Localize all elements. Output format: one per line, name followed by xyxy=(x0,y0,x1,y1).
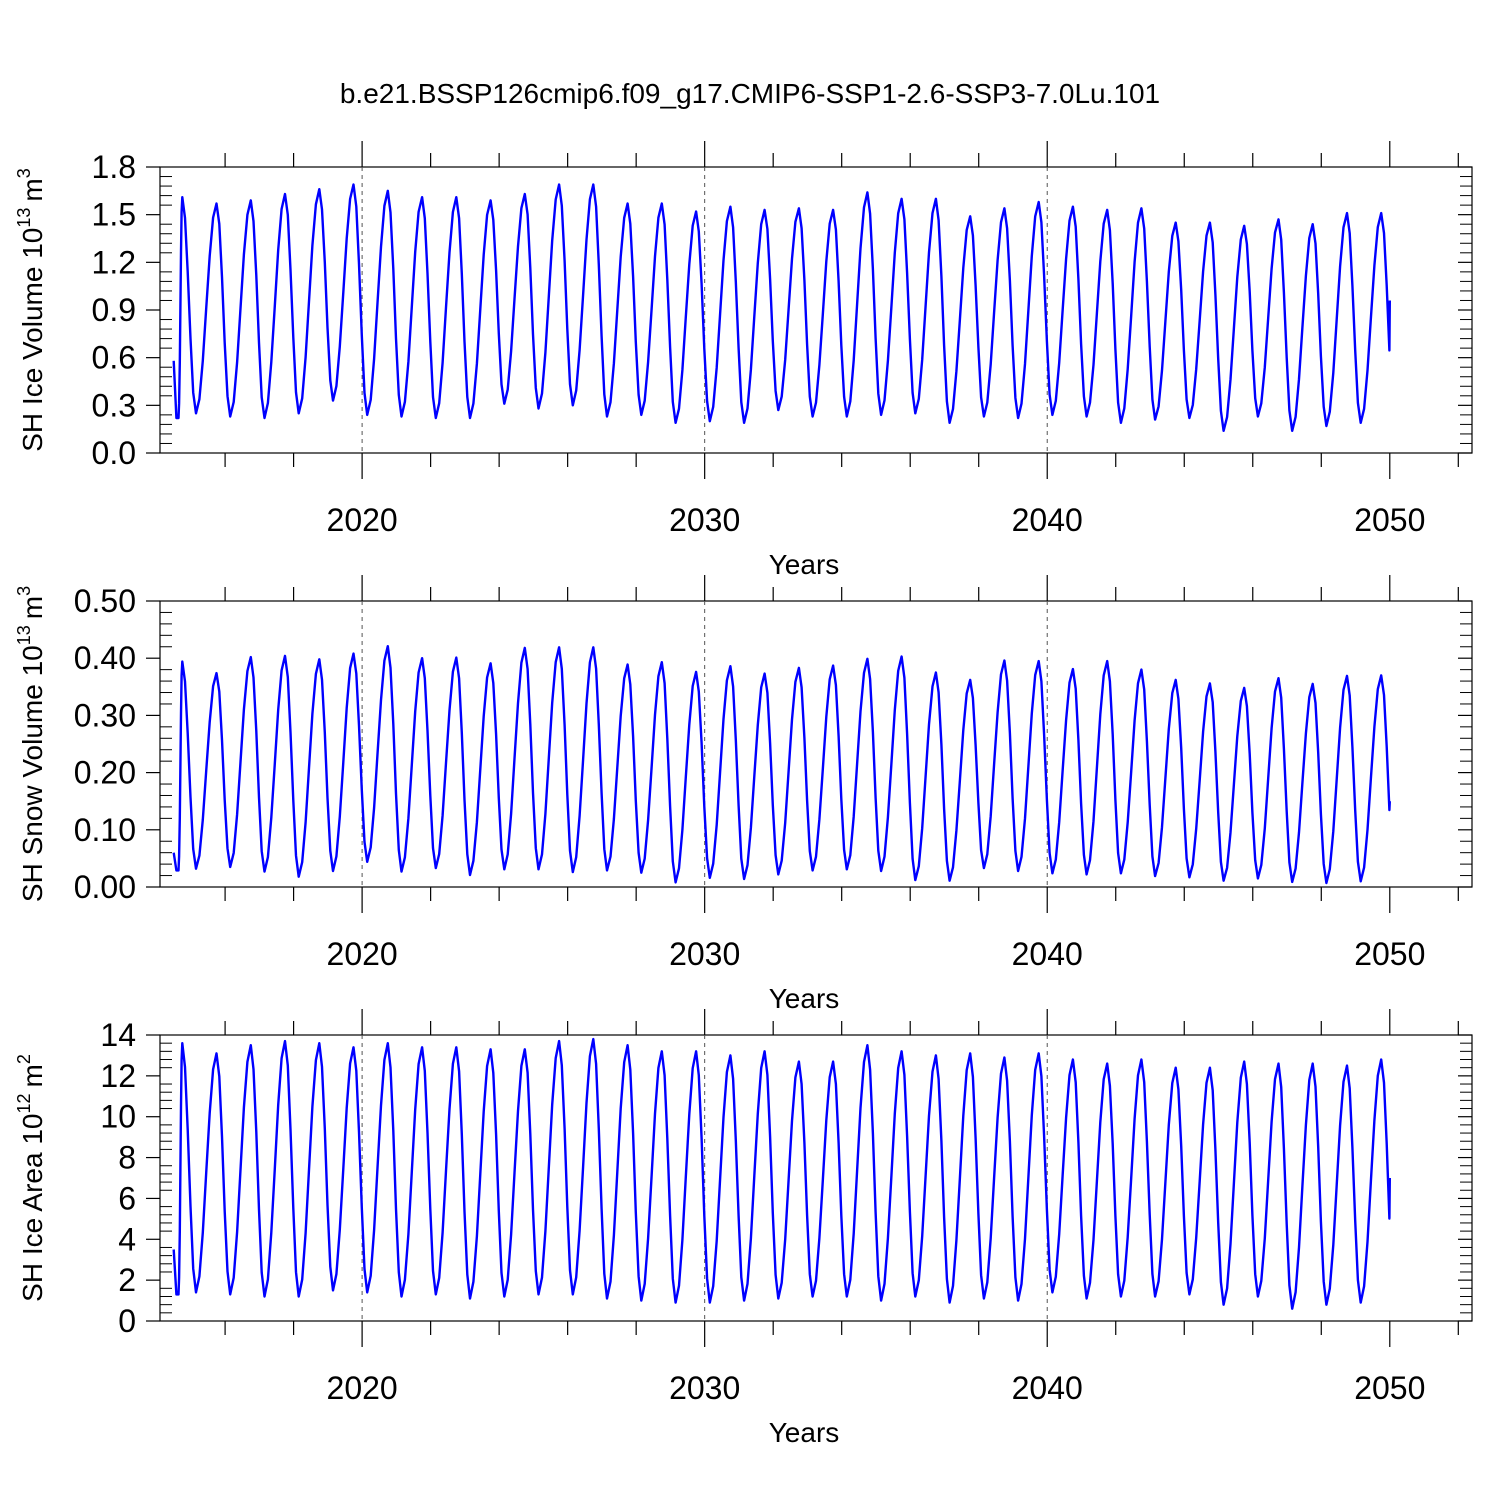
ytick-label: 1.5 xyxy=(92,197,136,233)
ytick-label: 0.00 xyxy=(74,869,136,905)
ytick-label: 0.30 xyxy=(74,697,136,733)
xtick-label: 2050 xyxy=(1354,502,1425,538)
xtick-label: 2040 xyxy=(1012,1370,1083,1406)
panel-2: 0.00 0.10 0.20 0.30 0.40 0.50 2020 2030 2040 2050… xyxy=(14,575,1473,1014)
ytick-label: 0.3 xyxy=(92,387,136,423)
y-axis-label-text: SH Snow Volume 10 xyxy=(17,645,48,902)
xtick-label: 2040 xyxy=(1012,936,1083,972)
ytick-label: 0.10 xyxy=(74,812,136,848)
xtick-label: 2020 xyxy=(327,502,398,538)
y-axis-label-text: SH Ice Volume 10 xyxy=(17,228,48,452)
ytick-label: 4 xyxy=(118,1221,136,1257)
panel-3: 0 2 4 6 8 10 12 14 2020 2030 2040 2050 Years SH Ice A… xyxy=(14,1009,1473,1448)
ytick-label: 0.0 xyxy=(92,435,136,471)
ytick-label: 0.40 xyxy=(74,640,136,676)
ytick-label: 1.8 xyxy=(92,149,136,185)
ytick-label: 2 xyxy=(118,1262,136,1298)
ytick-label: 0.20 xyxy=(74,755,136,791)
y-axis-label: SH Ice Area 1012 m2 xyxy=(14,1054,48,1302)
xtick-label: 2050 xyxy=(1354,936,1425,972)
ytick-label: 14 xyxy=(100,1017,136,1053)
y-axis-label-unit-exponent: 3 xyxy=(14,168,34,178)
panels: 0.0 0.3 0.6 0.9 1.2 1.5 1.8 2020 2030 2040 2050 Yea… xyxy=(14,141,1473,1448)
ytick-label: 0 xyxy=(118,1303,136,1339)
ytick-label: 0.9 xyxy=(92,292,136,328)
figure-title: b.e21.BSSP126cmip6.f09_g17.CMIP6-SSP1-2.… xyxy=(340,78,1160,109)
xtick-label: 2030 xyxy=(669,1370,740,1406)
y-axis-label-text: SH Ice Area 10 xyxy=(17,1114,48,1302)
ytick-label: 1.2 xyxy=(92,244,136,280)
ytick-label: 0.6 xyxy=(92,340,136,376)
x-axis-label: Years xyxy=(769,549,840,580)
x-axis-label: Years xyxy=(769,983,840,1014)
xtick-label: 2020 xyxy=(327,1370,398,1406)
y-axis-label-unit: m xyxy=(17,1064,48,1087)
x-axis-label: Years xyxy=(769,1417,840,1448)
ytick-label: 0.50 xyxy=(74,583,136,619)
xtick-label: 2020 xyxy=(327,936,398,972)
y-axis-label-exponent: 13 xyxy=(14,208,34,228)
y-axis-label-exponent: 13 xyxy=(14,625,34,645)
ytick-label: 8 xyxy=(118,1140,136,1176)
xtick-label: 2040 xyxy=(1012,502,1083,538)
plot-frame xyxy=(159,600,1473,888)
ytick-label: 6 xyxy=(118,1180,136,1216)
y-axis-label-exponent: 12 xyxy=(14,1093,34,1113)
xtick-label: 2030 xyxy=(669,502,740,538)
y-axis-label-unit: m xyxy=(17,596,48,619)
series-line xyxy=(172,1037,1391,1310)
xtick-label: 2050 xyxy=(1354,1370,1425,1406)
y-axis-label: SH Snow Volume 1013 m3 xyxy=(14,586,48,902)
y-axis-label: SH Ice Volume 1013 m3 xyxy=(14,168,48,452)
plot-frame xyxy=(159,1034,1473,1322)
ytick-label: 10 xyxy=(100,1099,136,1135)
ytick-label: 12 xyxy=(100,1058,136,1094)
y-axis-label-unit: m xyxy=(17,178,48,201)
xtick-label: 2030 xyxy=(669,936,740,972)
y-axis-label-unit-exponent: 2 xyxy=(14,1054,34,1064)
panel-1: 0.0 0.3 0.6 0.9 1.2 1.5 1.8 2020 2030 2040 2050 Yea… xyxy=(14,141,1473,580)
series-line xyxy=(172,645,1391,885)
series-line xyxy=(172,183,1391,432)
y-axis-label-unit-exponent: 3 xyxy=(14,586,34,596)
